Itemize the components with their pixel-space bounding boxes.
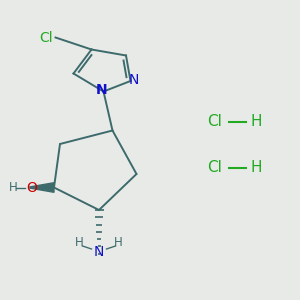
Polygon shape (30, 183, 54, 192)
Text: Cl: Cl (207, 160, 222, 175)
Text: H: H (75, 236, 84, 250)
Text: N: N (128, 73, 139, 86)
Text: N: N (94, 245, 104, 259)
Text: H: H (8, 181, 17, 194)
Text: H: H (250, 160, 262, 175)
Text: H: H (114, 236, 123, 250)
Text: O: O (26, 181, 37, 194)
Text: H: H (250, 114, 262, 129)
Text: N: N (96, 83, 108, 97)
Text: Cl: Cl (207, 114, 222, 129)
Text: Cl: Cl (40, 31, 53, 44)
